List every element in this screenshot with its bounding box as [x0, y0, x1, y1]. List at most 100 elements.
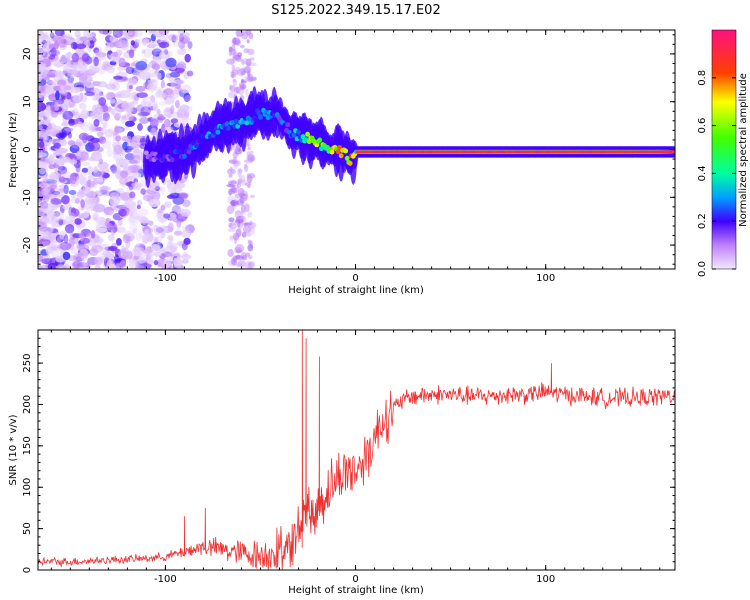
noise-blob	[43, 132, 49, 141]
colorbar-tick-label: 0.6	[697, 118, 708, 134]
ridge-peak	[582, 150, 585, 154]
noise-blob	[238, 82, 245, 89]
ridge-core	[226, 125, 231, 131]
noise-blob	[143, 48, 153, 58]
noise-blob	[48, 139, 54, 144]
noise-blob	[228, 259, 237, 267]
noise-blob	[104, 190, 109, 196]
ridge-core	[305, 131, 310, 137]
noise-blob	[160, 204, 166, 211]
noise-blob	[133, 145, 140, 154]
noise-blob	[54, 211, 65, 221]
ridge-peak	[530, 150, 533, 154]
ridge-peak	[667, 150, 670, 154]
noise-blob	[154, 185, 160, 191]
noise-blob	[76, 174, 86, 185]
ridge-peak	[399, 150, 402, 154]
ridge-peak	[410, 150, 413, 154]
ridge-peak	[474, 150, 477, 154]
noise-blob	[63, 85, 72, 90]
ridge-core	[235, 123, 241, 129]
noise-blob	[166, 179, 172, 190]
noise-blob	[62, 110, 74, 120]
ridge-peak	[532, 150, 534, 154]
noise-blob	[235, 86, 239, 94]
noise-blob	[115, 50, 122, 58]
ridge-peak	[605, 150, 607, 154]
ridge-peak	[504, 150, 507, 154]
ridge-peak	[550, 150, 553, 154]
noise-blob	[249, 57, 255, 61]
noise-blob	[74, 30, 81, 38]
ridge-peak	[475, 150, 478, 154]
noise-blob	[152, 251, 162, 257]
noise-blob	[163, 126, 174, 132]
ridge-peak	[661, 150, 664, 154]
ridge-peak	[408, 150, 411, 154]
noise-blob	[173, 86, 183, 95]
ridge-core	[329, 149, 335, 155]
noise-blob	[88, 248, 99, 257]
noise-blob	[233, 86, 241, 94]
ridge-core	[318, 146, 324, 152]
noise-blob	[106, 206, 112, 215]
noise-blob	[233, 37, 237, 45]
ridge-peak	[562, 150, 565, 154]
noise-blob	[147, 259, 154, 265]
noise-blob	[84, 91, 95, 97]
noise-blob	[63, 184, 69, 195]
noise-blob	[249, 194, 255, 199]
noise-blob	[135, 60, 148, 71]
noise-blob	[229, 48, 237, 56]
noise-blob	[245, 59, 251, 65]
noise-blob	[119, 259, 127, 268]
spectrogram-x-ticks: -100 0 100	[50, 30, 661, 284]
noise-blob	[126, 82, 134, 92]
noise-blob	[235, 254, 241, 259]
noise-blob	[41, 174, 54, 182]
ridge-peak	[585, 150, 588, 154]
noise-blob	[55, 264, 67, 269]
noise-blob	[140, 188, 146, 195]
noise-blob	[140, 106, 151, 116]
noise-blob	[81, 53, 90, 62]
ridge-peak	[646, 150, 649, 154]
noise-blob	[95, 68, 106, 75]
ridge-peak	[512, 150, 515, 154]
ridge-core	[344, 155, 350, 161]
noise-blob	[168, 76, 174, 83]
noise-blob	[54, 149, 60, 156]
noise-blob	[51, 47, 57, 57]
noise-blob	[113, 144, 123, 155]
noise-blob	[141, 49, 146, 54]
noise-blob	[247, 184, 251, 189]
noise-blob	[109, 98, 116, 104]
noise-blob	[115, 91, 126, 98]
ridge-peak	[428, 150, 431, 154]
noise-blob	[235, 143, 239, 152]
ridge-peak	[414, 150, 417, 154]
noise-blob	[41, 36, 53, 45]
ridge-peak	[457, 150, 460, 154]
x-tick-label: -100	[154, 273, 177, 284]
ridge-peak	[393, 150, 396, 154]
snr-x-ticks: -100 0 100	[50, 330, 661, 585]
noise-blob	[170, 118, 179, 124]
ridge-peak	[411, 150, 414, 154]
ridge-peak	[665, 150, 668, 154]
ridge-peak	[580, 150, 583, 154]
ridge-peak	[637, 150, 639, 154]
noise-blob	[80, 109, 89, 119]
noise-blob	[38, 117, 43, 127]
noise-blob	[163, 111, 170, 117]
noise-blob	[102, 112, 110, 122]
noise-blob	[45, 229, 53, 236]
ridge-peak	[670, 150, 673, 154]
ridge-peak	[451, 150, 454, 154]
noise-blob	[54, 101, 60, 111]
noise-blob	[126, 250, 133, 260]
noise-blob	[92, 81, 101, 87]
noise-blob	[51, 222, 63, 228]
noise-blob	[83, 262, 88, 267]
